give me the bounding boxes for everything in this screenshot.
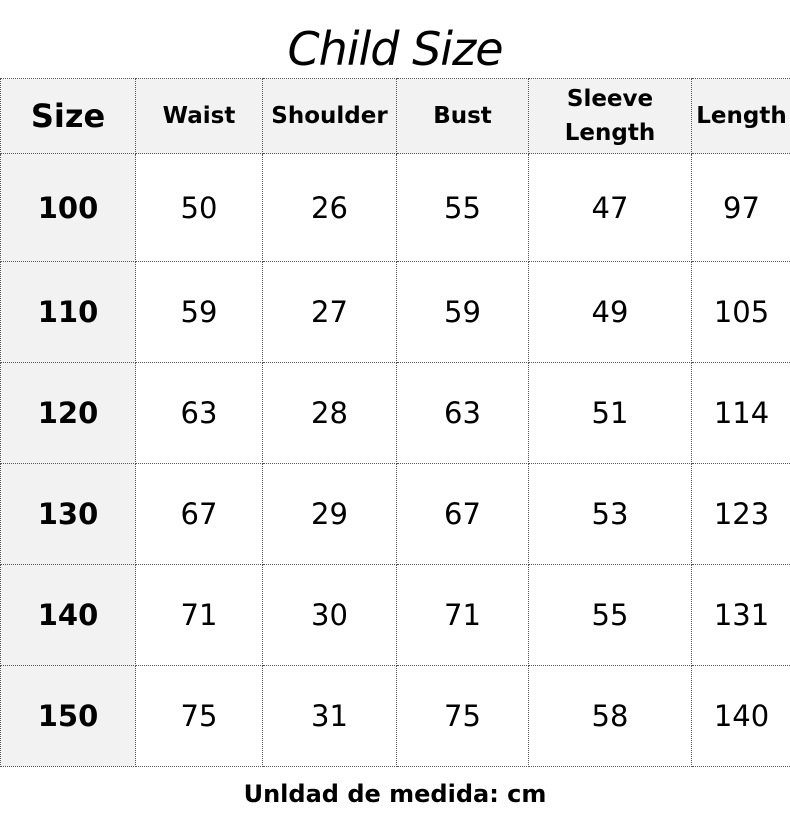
cell-shoulder: 30	[262, 564, 397, 666]
table-row: 150 75 31 75 58 140	[0, 665, 790, 767]
cell-length: 140	[691, 665, 790, 767]
header-row: Size Waist Shoulder Bust Sleeve Length L…	[0, 78, 790, 154]
cell-shoulder: 27	[262, 261, 397, 363]
cell-size: 150	[0, 665, 136, 767]
cell-length: 131	[691, 564, 790, 666]
cell-length: 114	[691, 362, 790, 464]
header-bust: Bust	[396, 78, 529, 154]
cell-waist: 50	[135, 153, 263, 262]
cell-length: 97	[691, 153, 790, 262]
cell-size: 100	[0, 153, 136, 262]
cell-waist: 67	[135, 463, 263, 565]
cell-bust: 55	[396, 153, 529, 262]
cell-bust: 75	[396, 665, 529, 767]
cell-length: 123	[691, 463, 790, 565]
unit-footer: Unldad de medida: cm	[243, 780, 547, 808]
cell-shoulder: 31	[262, 665, 397, 767]
cell-waist: 59	[135, 261, 263, 363]
cell-shoulder: 29	[262, 463, 397, 565]
cell-sleeve-length: 58	[528, 665, 692, 767]
cell-sleeve-length: 55	[528, 564, 692, 666]
size-table: Size Waist Shoulder Bust Sleeve Length L…	[0, 78, 790, 767]
cell-shoulder: 28	[262, 362, 397, 464]
cell-bust: 63	[396, 362, 529, 464]
table-row: 140 71 30 71 55 131	[0, 564, 790, 666]
cell-sleeve-length: 51	[528, 362, 692, 464]
chart-title: Child Size	[287, 22, 503, 76]
table-row: 130 67 29 67 53 123	[0, 463, 790, 565]
header-length: Length	[691, 78, 790, 154]
cell-waist: 71	[135, 564, 263, 666]
cell-sleeve-length: 47	[528, 153, 692, 262]
cell-waist: 63	[135, 362, 263, 464]
cell-sleeve-length: 49	[528, 261, 692, 363]
header-waist: Waist	[135, 78, 263, 154]
table-row: 100 50 26 55 47 97	[0, 153, 790, 262]
cell-bust: 67	[396, 463, 529, 565]
cell-size: 130	[0, 463, 136, 565]
cell-length: 105	[691, 261, 790, 363]
table-row: 120 63 28 63 51 114	[0, 362, 790, 464]
cell-size: 110	[0, 261, 136, 363]
cell-shoulder: 26	[262, 153, 397, 262]
header-shoulder: Shoulder	[262, 78, 397, 154]
cell-bust: 71	[396, 564, 529, 666]
cell-sleeve-length: 53	[528, 463, 692, 565]
header-sleeve-length: Sleeve Length	[528, 78, 692, 154]
cell-waist: 75	[135, 665, 263, 767]
table-row: 110 59 27 59 49 105	[0, 261, 790, 363]
cell-size: 120	[0, 362, 136, 464]
cell-size: 140	[0, 564, 136, 666]
header-size: Size	[0, 78, 136, 154]
cell-bust: 59	[396, 261, 529, 363]
